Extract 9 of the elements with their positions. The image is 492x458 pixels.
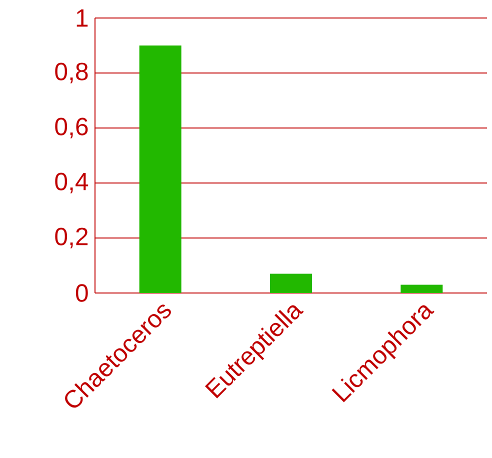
y-tick-label: 0,4 (55, 172, 88, 194)
bar (270, 274, 312, 293)
y-tick-label: 0,2 (55, 228, 88, 248)
y-tick-label: 0,6 (55, 118, 88, 138)
bar (139, 45, 182, 293)
y-tick-label: 0 (76, 284, 88, 302)
y-tick-label: 0,8 (55, 62, 88, 84)
bar (400, 284, 443, 293)
y-tick-label: 1 (76, 9, 88, 27)
